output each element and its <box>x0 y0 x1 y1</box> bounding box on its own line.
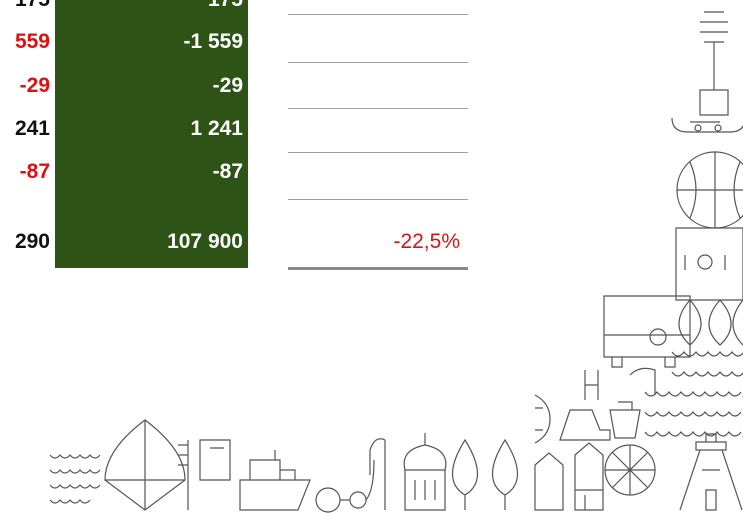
decorative-illustration <box>0 0 743 515</box>
page: {"table": {"rows": [ {"prior": "175", "c… <box>0 0 743 515</box>
